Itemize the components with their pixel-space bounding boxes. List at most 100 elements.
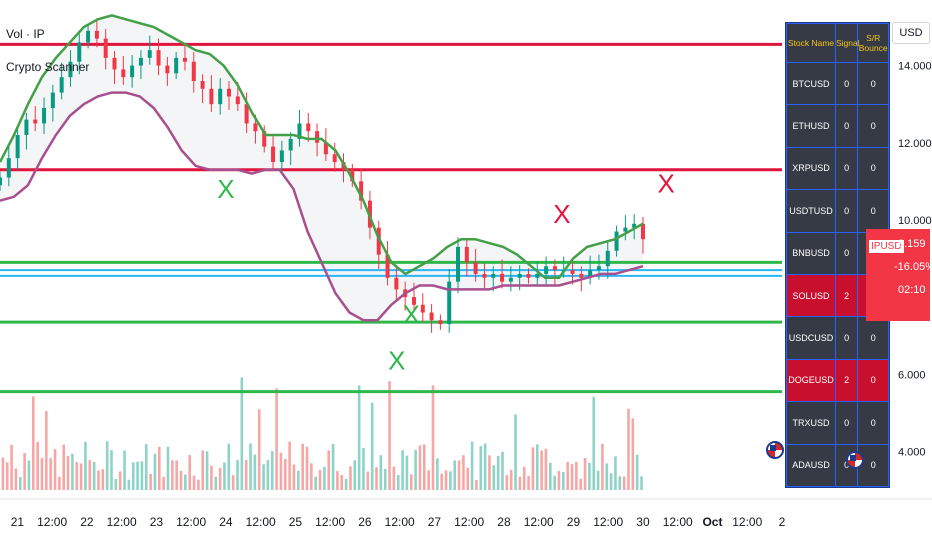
volume-bar <box>388 381 391 490</box>
candle <box>86 30 91 43</box>
candle <box>279 150 284 163</box>
volume-bar <box>527 475 530 490</box>
volume-bar <box>596 470 600 490</box>
x-tick-label: Oct <box>702 515 722 529</box>
candle <box>138 57 143 66</box>
volume-bar <box>436 458 439 490</box>
volume-bar <box>236 460 239 490</box>
volume-bar <box>622 476 626 490</box>
x-tick-label: 12:00 <box>454 515 484 529</box>
scanner-cell-signal: 0 <box>834 316 859 360</box>
volume-bar <box>53 449 57 490</box>
candle <box>112 57 117 70</box>
volume-bar <box>192 475 196 490</box>
volume-bar <box>475 479 478 490</box>
volume-bar <box>418 445 422 490</box>
volume-bar <box>614 456 617 490</box>
volume-bar <box>444 470 448 490</box>
volume-bar <box>509 469 513 490</box>
header-signal: Signal <box>834 23 860 63</box>
volume-bar <box>114 479 118 490</box>
us-flag-icon <box>766 441 784 459</box>
candle <box>165 65 170 74</box>
currency-button[interactable]: USD <box>892 22 930 44</box>
scanner-table: Stock Name Signal S/R Bounce BTCUSD 0 0 ETH… <box>785 22 890 488</box>
volume-bar <box>101 469 105 490</box>
legend-scanner[interactable]: Crypto Scanner <box>6 60 90 74</box>
volume-bar <box>162 476 165 490</box>
volume-bar <box>318 469 322 490</box>
candle <box>182 57 187 62</box>
volume-bar <box>583 458 587 490</box>
scanner-cell-signal: 2 <box>834 358 859 403</box>
candle <box>42 108 47 124</box>
volume-bar <box>283 458 287 490</box>
x-tick-label: 24 <box>219 515 233 529</box>
candle <box>350 169 355 182</box>
scanner-cell-bounce: 0 <box>857 61 889 106</box>
volume-bar <box>492 465 496 490</box>
candle <box>0 177 2 186</box>
last-price: 9.159 <box>898 238 926 250</box>
volume-bar <box>570 464 574 490</box>
scanner-cell-name: SOLUSD <box>786 273 836 318</box>
candle <box>614 231 619 251</box>
volume-bar <box>310 463 313 490</box>
candle <box>253 123 258 132</box>
candle <box>473 262 478 274</box>
candle <box>33 119 38 124</box>
x-tick-label: 12:00 <box>107 515 137 529</box>
x-tick-label: 12:00 <box>593 515 623 529</box>
volume-bar <box>79 463 83 490</box>
scanner-cell-name: USDTUSD <box>786 189 836 233</box>
candle <box>306 123 311 132</box>
volume-bar <box>535 444 539 490</box>
volume-bar <box>36 441 39 490</box>
scanner-row: XRPUSD 0 0 <box>786 146 889 191</box>
x-tick-label: 12:00 <box>315 515 345 529</box>
volume-bar <box>32 396 35 490</box>
scanner-row: TRXUSD 0 0 <box>786 401 889 445</box>
buy-signal-marker: X <box>403 299 420 329</box>
sell-signal-marker: X <box>657 168 674 198</box>
legend-volume[interactable]: Vol · IP <box>6 27 45 41</box>
candle <box>288 138 293 151</box>
candle <box>271 146 276 163</box>
candle <box>500 273 505 282</box>
volume-bar <box>349 466 352 490</box>
candle <box>632 223 637 228</box>
sell-signal-marker: X <box>553 199 570 229</box>
y-tick-label: 4.000 <box>898 446 926 458</box>
volume-bar <box>275 388 278 490</box>
scanner-cell-name: ETHUSD <box>786 104 836 148</box>
x-tick-label: 12:00 <box>246 515 276 529</box>
volume-bar <box>553 475 556 490</box>
volume-bar <box>544 448 548 490</box>
scanner-cell-signal: 0 <box>834 104 859 148</box>
scanner-cell-bounce: 0 <box>857 104 889 148</box>
last-price-tag: IPUSD 9.159 -16.05% 02:10 <box>866 229 932 321</box>
x-tick-label: 2 <box>779 515 786 529</box>
scanner-cell-name: TRXUSD <box>786 401 836 445</box>
volume-bar <box>253 454 257 490</box>
volume-bar <box>218 467 222 490</box>
scanner-cell-signal: 0 <box>834 61 859 106</box>
upper-band-line <box>0 14 644 280</box>
volume-bar <box>166 446 170 490</box>
volume-bar <box>149 473 152 490</box>
volume-bar <box>231 475 235 490</box>
volume-bar <box>344 478 348 490</box>
candle <box>262 131 267 147</box>
volume-bar <box>366 471 370 490</box>
x-tick-label: 12:00 <box>732 515 762 529</box>
volume-bar <box>449 471 452 490</box>
y-tick-label: 12.000 <box>898 138 932 150</box>
candle <box>218 88 223 105</box>
scanner-cell-bounce: 0 <box>857 146 889 191</box>
volume-bar <box>375 467 378 490</box>
scanner-cell-signal: 0 <box>834 231 859 275</box>
candle <box>200 81 205 89</box>
volume-bar <box>427 470 430 490</box>
candle <box>526 273 531 278</box>
